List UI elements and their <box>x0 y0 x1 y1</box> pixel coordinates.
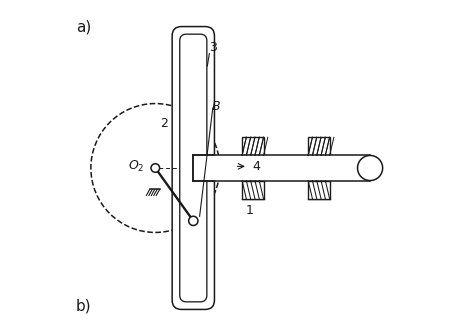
Text: 1: 1 <box>245 204 253 217</box>
Text: 2: 2 <box>159 117 167 130</box>
Circle shape <box>357 156 382 180</box>
FancyBboxPatch shape <box>179 34 207 302</box>
Bar <box>193 156 369 180</box>
Circle shape <box>188 216 197 225</box>
Text: b): b) <box>76 298 91 313</box>
Text: a): a) <box>76 19 91 34</box>
Text: $O_2$: $O_2$ <box>128 159 144 174</box>
Text: 3: 3 <box>209 41 217 54</box>
Bar <box>308 137 329 156</box>
Circle shape <box>151 164 159 172</box>
Text: B: B <box>212 100 220 113</box>
Text: 4: 4 <box>252 160 260 173</box>
Bar <box>242 137 263 156</box>
Bar <box>242 180 263 199</box>
FancyBboxPatch shape <box>172 27 214 309</box>
Bar <box>308 180 329 199</box>
